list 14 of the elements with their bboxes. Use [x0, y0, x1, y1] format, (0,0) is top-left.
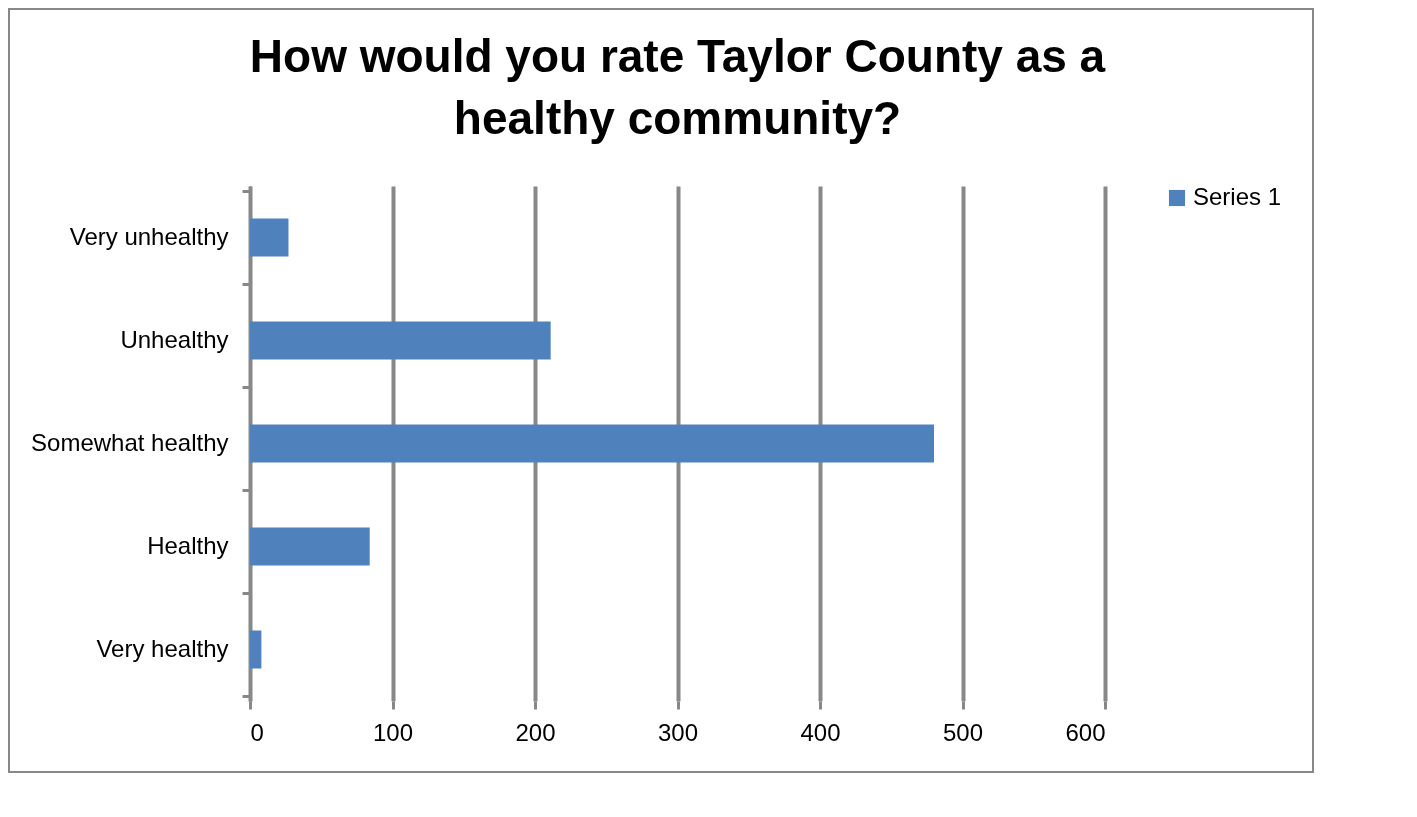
x-tick-label: 500: [942, 718, 984, 746]
y-tick-label: Very healthy: [96, 635, 229, 662]
y-tick-label: Somewhat healthy: [31, 429, 229, 456]
chart-title: How would you rate Taylor County as a healthy community?: [249, 30, 1106, 144]
x-tick-label: 400: [800, 718, 841, 746]
legend-label: Series 1: [1193, 183, 1282, 210]
y-tick-label: Very unhealthy: [69, 223, 229, 250]
x-tick-label: 100: [372, 718, 414, 746]
x-tick-label: 300: [657, 718, 699, 746]
y-tick-label: Healthy: [147, 532, 229, 559]
y-tick-label: Unhealthy: [120, 326, 229, 353]
x-tick-label: 200: [515, 718, 556, 746]
x-tick-label: 600: [1065, 718, 1106, 746]
x-tick-label: 0: [250, 718, 264, 746]
